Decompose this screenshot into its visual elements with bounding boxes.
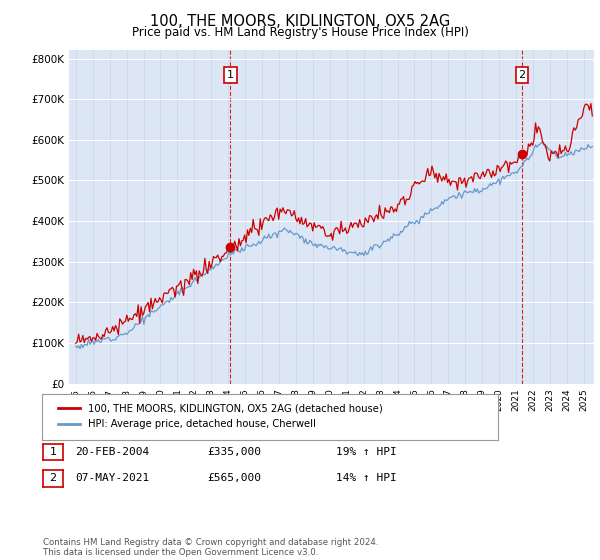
Legend: 100, THE MOORS, KIDLINGTON, OX5 2AG (detached house), HPI: Average price, detach: 100, THE MOORS, KIDLINGTON, OX5 2AG (det…: [52, 398, 388, 435]
Text: 20-FEB-2004: 20-FEB-2004: [75, 447, 149, 457]
Text: 1: 1: [50, 447, 56, 457]
Text: Price paid vs. HM Land Registry's House Price Index (HPI): Price paid vs. HM Land Registry's House …: [131, 26, 469, 39]
Text: 07-MAY-2021: 07-MAY-2021: [75, 473, 149, 483]
Text: 14% ↑ HPI: 14% ↑ HPI: [336, 473, 397, 483]
Text: £565,000: £565,000: [207, 473, 261, 483]
Text: £335,000: £335,000: [207, 447, 261, 457]
Text: Contains HM Land Registry data © Crown copyright and database right 2024.
This d: Contains HM Land Registry data © Crown c…: [43, 538, 379, 557]
Text: 2: 2: [50, 473, 56, 483]
Text: 1: 1: [227, 70, 234, 80]
Text: 100, THE MOORS, KIDLINGTON, OX5 2AG: 100, THE MOORS, KIDLINGTON, OX5 2AG: [150, 14, 450, 29]
Text: 2: 2: [518, 70, 526, 80]
Text: 19% ↑ HPI: 19% ↑ HPI: [336, 447, 397, 457]
